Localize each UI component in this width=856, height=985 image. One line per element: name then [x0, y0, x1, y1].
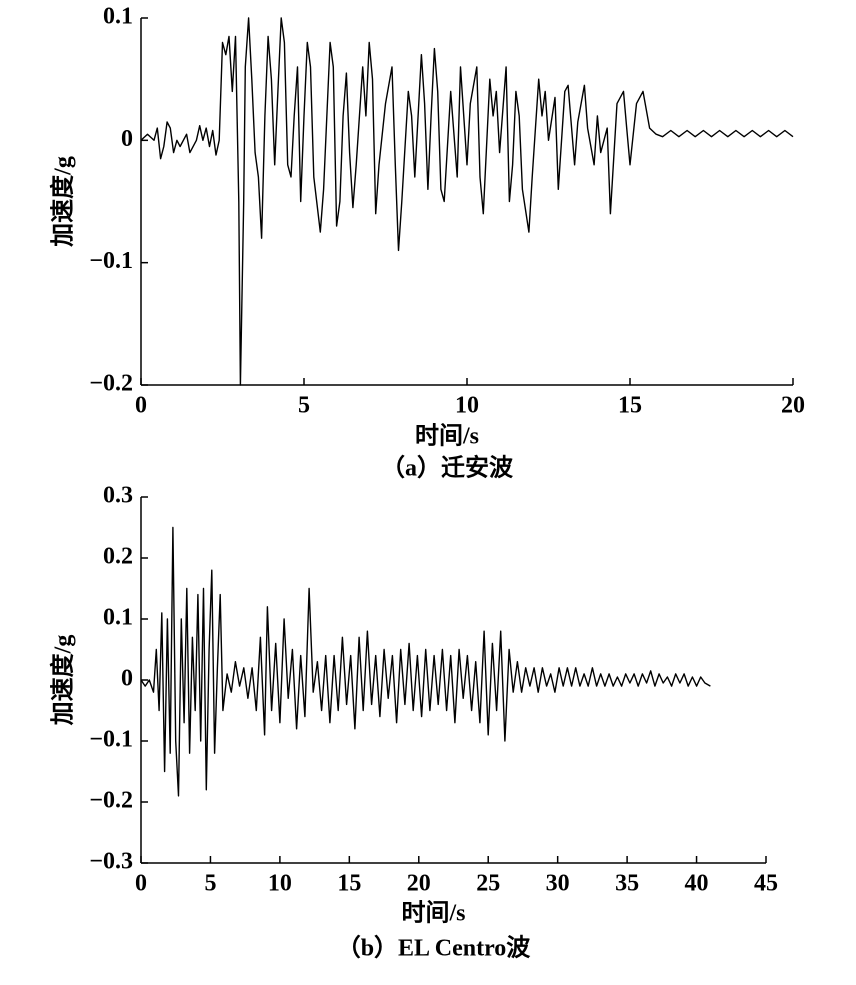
y-tick-label: 0.1: [103, 4, 133, 30]
x-tick-label: 35: [615, 871, 639, 897]
x-tick-label: 10: [455, 393, 479, 419]
x-tick-label: 25: [476, 871, 500, 897]
y-axis-label: 加速度/g: [49, 635, 77, 726]
x-tick-label: 15: [337, 871, 361, 897]
x-tick-label: 10: [268, 871, 292, 897]
y-tick-label: 0: [121, 126, 133, 152]
caption: （a）迁安波: [381, 454, 514, 482]
y-tick-label: 0: [121, 666, 133, 692]
x-tick-label: 20: [781, 393, 805, 419]
y-tick-label: −0.2: [89, 371, 133, 397]
x-tick-label: 5: [298, 393, 310, 419]
y-tick-label: −0.3: [89, 849, 133, 875]
y-tick-label: −0.1: [89, 248, 133, 274]
x-tick-label: 0: [135, 871, 147, 897]
y-tick-label: −0.2: [89, 788, 133, 814]
caption: （b）EL Centro波: [337, 935, 532, 962]
x-tick-label: 30: [546, 871, 570, 897]
x-tick-label: 45: [754, 871, 778, 897]
x-tick-label: 5: [204, 871, 216, 897]
x-axis-label: 时间/s: [401, 900, 465, 927]
y-tick-label: 0.3: [103, 483, 133, 509]
x-tick-label: 15: [618, 393, 642, 419]
x-tick-label: 20: [407, 871, 431, 897]
wave-line: [140, 526, 711, 797]
y-tick-label: 0.2: [103, 544, 133, 570]
x-tick-label: 0: [135, 393, 147, 419]
y-axis-label: 加速度/g: [49, 156, 77, 247]
wave-line: [140, 17, 794, 386]
x-tick-label: 40: [685, 871, 709, 897]
y-tick-label: 0.1: [103, 605, 133, 631]
x-axis-label: 时间/s: [415, 423, 479, 450]
y-tick-label: −0.1: [89, 727, 133, 753]
